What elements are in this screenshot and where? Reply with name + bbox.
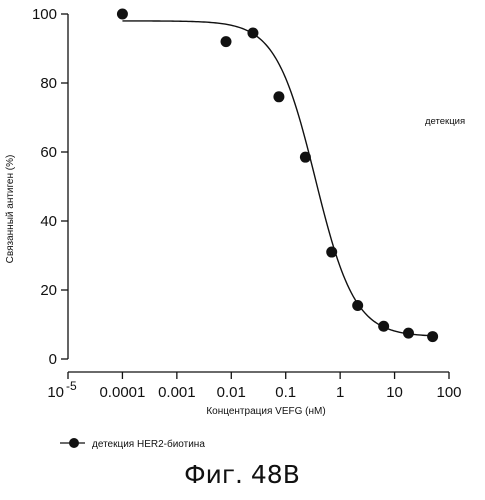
y-axis-title: Связанный антиген (%) <box>5 155 16 264</box>
side-annotation: детекция <box>425 116 465 127</box>
data-point <box>352 300 363 311</box>
plot-area: 020406080100 10-50.00010.0010.010.111010… <box>32 6 462 401</box>
legend: детекция HER2-биотина <box>60 438 205 450</box>
data-point <box>273 91 284 102</box>
data-point <box>117 9 128 20</box>
data-point <box>221 36 232 47</box>
x-tick-label: -5 <box>66 379 77 393</box>
x-tick-label: 10 <box>47 384 64 401</box>
y-tick-label: 60 <box>40 144 57 161</box>
y-tick-label: 20 <box>40 282 57 299</box>
legend-marker <box>69 438 79 448</box>
x-tick-label: 0.01 <box>217 384 246 401</box>
x-tick-label: 0.1 <box>275 384 296 401</box>
y-tick-label: 100 <box>32 6 57 23</box>
x-axis-title: Концентрация VEFG (нМ) <box>206 406 325 417</box>
data-points <box>117 9 438 343</box>
data-point <box>403 328 414 339</box>
data-point <box>378 321 389 332</box>
x-tick-label: 10 <box>386 384 403 401</box>
fit-curve <box>122 21 432 336</box>
data-point <box>300 152 311 163</box>
figure-label: Фиг. 48B <box>184 460 300 489</box>
x-tick-label: 1 <box>336 384 344 401</box>
x-tick-label: 0.0001 <box>99 384 145 401</box>
x-tick-label: 100 <box>436 384 461 401</box>
data-point <box>427 331 438 342</box>
x-axis-ticks: 10-50.00010.0010.010.1110100 <box>47 372 461 401</box>
data-point <box>326 247 337 258</box>
legend-label: детекция HER2-биотина <box>92 438 205 450</box>
y-tick-label: 80 <box>40 75 57 92</box>
data-point <box>247 27 258 38</box>
y-tick-label: 40 <box>40 213 57 230</box>
x-tick-label: 0.001 <box>158 384 196 401</box>
y-tick-label: 0 <box>49 351 57 368</box>
y-axis-ticks: 0 20 40 60 80 100 <box>32 6 68 368</box>
